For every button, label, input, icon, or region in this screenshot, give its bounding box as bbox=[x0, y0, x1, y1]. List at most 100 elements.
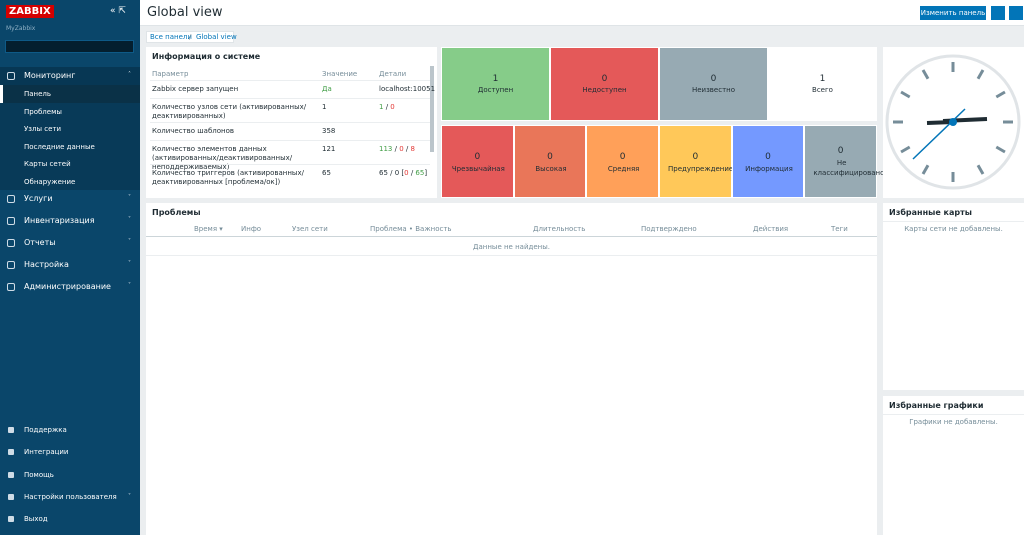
submenu-item[interactable] bbox=[0, 155, 140, 173]
label: Недоступен bbox=[582, 86, 627, 94]
collapse-icons: « ⇱ bbox=[110, 6, 126, 16]
menu-item[interactable] bbox=[0, 234, 140, 256]
submenu-item[interactable] bbox=[0, 120, 140, 138]
footer-item[interactable]: Настройки пользователя bbox=[24, 492, 117, 501]
severity-cell[interactable]: 0 Высокая bbox=[513, 125, 587, 198]
list-button[interactable] bbox=[991, 6, 1005, 20]
clock bbox=[885, 54, 1021, 190]
availability-cell[interactable]: 0 Недоступен bbox=[550, 47, 659, 121]
footer-icon bbox=[8, 516, 14, 523]
label: Средняя bbox=[607, 165, 640, 173]
breadcrumb[interactable]: Global view bbox=[196, 33, 237, 41]
detail-part: 0 bbox=[404, 169, 409, 177]
menu-label[interactable]: Администрирование bbox=[24, 282, 111, 291]
widget-title: Информация о системе bbox=[152, 52, 261, 61]
menu-label[interactable]: Услуги bbox=[24, 194, 53, 203]
chevron: ˅ bbox=[128, 282, 131, 289]
submenu-item[interactable] bbox=[0, 172, 140, 190]
label: Всего bbox=[812, 86, 833, 94]
column-header: Подтверждено bbox=[641, 225, 697, 233]
separator: / bbox=[189, 33, 192, 41]
label: Не классифицировано bbox=[813, 159, 885, 177]
parameter: Количество триггеров (активированных/деа… bbox=[152, 169, 304, 186]
footer-item[interactable]: Выход bbox=[24, 515, 48, 524]
submenu-label[interactable]: Панель bbox=[24, 90, 52, 98]
favorites-widget: Избранные графики Графики не добавлены. bbox=[883, 396, 1024, 535]
column-header: Значение bbox=[322, 70, 358, 78]
footer-item[interactable]: Интеграции bbox=[24, 448, 69, 457]
column-header: Длительность bbox=[533, 225, 586, 233]
count: 0 bbox=[765, 152, 771, 162]
detail-part: 65 / 0 [ bbox=[379, 169, 405, 177]
fullscreen-button[interactable] bbox=[1009, 6, 1023, 20]
column-header[interactable]: Время ▾ bbox=[194, 225, 223, 233]
search[interactable] bbox=[5, 40, 134, 53]
submenu-item[interactable] bbox=[0, 85, 140, 103]
detail-part: ] bbox=[424, 169, 428, 177]
severity-cell[interactable]: 0 Предупреждение bbox=[659, 125, 734, 198]
menu-item[interactable] bbox=[0, 67, 140, 85]
breadcrumb[interactable]: Все панели bbox=[150, 33, 192, 41]
menu-icon bbox=[7, 217, 15, 225]
row-divider bbox=[150, 80, 430, 81]
column-header: Теги bbox=[831, 225, 848, 233]
empty-message: Графики не добавлены. bbox=[909, 418, 998, 426]
count: 0 bbox=[692, 152, 699, 162]
footer-icon bbox=[8, 493, 14, 500]
column-header: Действия bbox=[753, 225, 789, 233]
chevron: ˅ bbox=[128, 238, 131, 245]
row-divider bbox=[150, 140, 430, 141]
severity-cell[interactable]: 0 Чрезвычайная bbox=[441, 125, 514, 198]
count: 0 bbox=[474, 152, 481, 162]
footer-item[interactable]: Помощь bbox=[24, 470, 54, 479]
row-divider bbox=[150, 164, 430, 165]
header-divider bbox=[883, 414, 1024, 415]
submenu-label[interactable]: Карты сетей bbox=[24, 160, 71, 168]
header bbox=[140, 0, 1024, 26]
parameter: Zabbix сервер запущен bbox=[152, 85, 239, 93]
widget-title: Избранные графики bbox=[889, 401, 984, 410]
menu-item[interactable] bbox=[0, 190, 140, 212]
menu-label[interactable]: Настройка bbox=[24, 260, 69, 269]
availability-cell[interactable]: 0 Неизвестно bbox=[659, 47, 768, 121]
severity-cell[interactable]: 0 Информация bbox=[731, 125, 805, 198]
detail-part: localhost:10051 bbox=[379, 85, 436, 93]
menu-label[interactable]: Мониторинг bbox=[24, 71, 76, 80]
count: 0 bbox=[837, 146, 844, 156]
parameter: Количество шаблонов bbox=[152, 127, 235, 135]
menu-label[interactable]: Инвентаризация bbox=[24, 216, 95, 225]
count: 1 bbox=[819, 74, 826, 84]
availability-cell[interactable]: 1 Всего bbox=[768, 47, 877, 121]
submenu-label[interactable]: Узлы сети bbox=[24, 125, 61, 133]
empty-message: Данные не найдены. bbox=[473, 243, 550, 251]
availability-cell[interactable]: 1 Доступен bbox=[441, 47, 550, 121]
menu-icon bbox=[7, 239, 15, 247]
detail-part: / bbox=[403, 145, 411, 153]
edit-button[interactable]: Изменить панель bbox=[920, 6, 986, 20]
chevron: ˅ bbox=[128, 194, 131, 201]
submenu-label[interactable]: Обнаружение bbox=[24, 177, 76, 186]
severity-cell[interactable]: 0 Средняя bbox=[586, 125, 659, 198]
submenu-item[interactable] bbox=[0, 102, 140, 120]
menu-item[interactable] bbox=[0, 256, 140, 278]
widget-title: Избранные карты bbox=[889, 208, 972, 217]
label: Предупреждение bbox=[668, 165, 734, 173]
header-divider bbox=[883, 221, 1024, 222]
detail-part: / bbox=[408, 169, 416, 177]
chevron: ˅ bbox=[128, 260, 131, 267]
favorites-widget: Избранные карты Карты сети не добавлены. bbox=[883, 203, 1024, 390]
empty-message: Карты сети не добавлены. bbox=[904, 225, 1003, 233]
logo[interactable]: ZABBIX bbox=[6, 5, 54, 18]
column-header: Детали bbox=[379, 70, 407, 78]
detail-part: / bbox=[392, 145, 400, 153]
row-divider bbox=[146, 255, 877, 256]
value: 1 bbox=[322, 103, 327, 111]
footer-item[interactable]: Поддержка bbox=[24, 426, 67, 434]
submenu-item[interactable] bbox=[0, 137, 140, 155]
menu-label[interactable]: Отчеты bbox=[24, 238, 56, 247]
submenu-label[interactable]: Проблемы bbox=[24, 107, 62, 116]
menu-icon bbox=[7, 261, 15, 269]
severity-cell[interactable]: 0 Не классифицировано bbox=[804, 125, 885, 198]
submenu-label[interactable]: Последние данные bbox=[24, 142, 95, 151]
